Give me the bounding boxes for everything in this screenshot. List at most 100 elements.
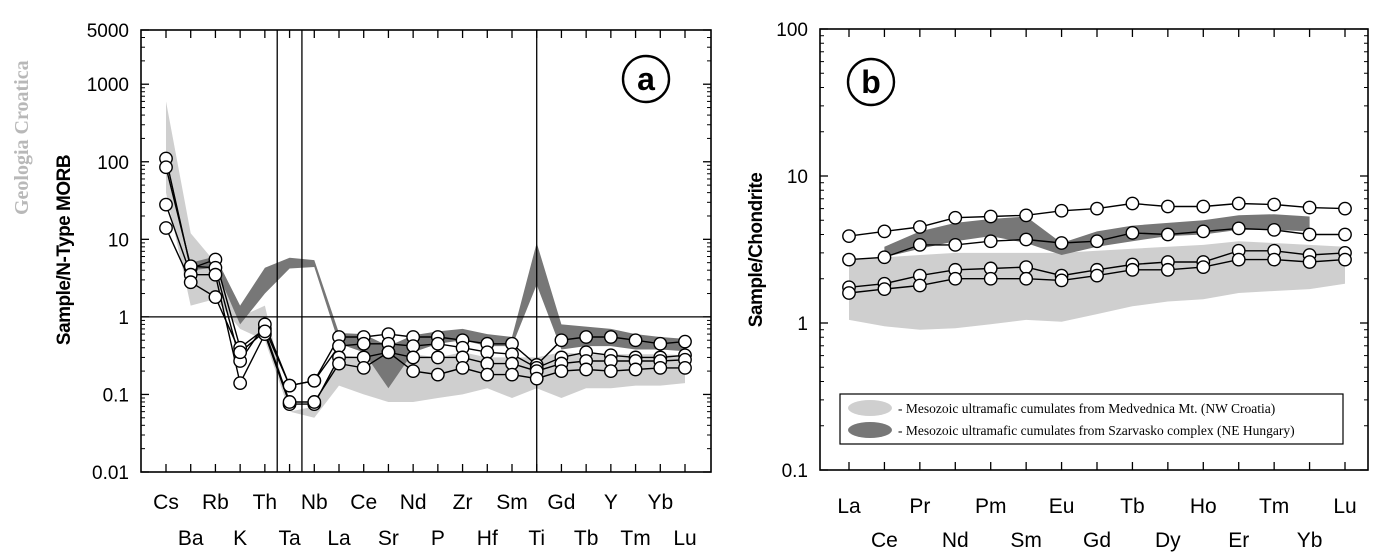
data-point — [257, 324, 272, 339]
x-tick-label: K — [233, 527, 247, 550]
chart-a-spider-diagram: 0.01 0.1 1 10 100 1000 5000 Cs Rb Th Nb Ce Nd Zr Sm Gd Y… — [54, 21, 712, 550]
x-tick-label: Pm — [975, 495, 1007, 518]
x-tick-label: Th — [253, 491, 278, 514]
data-point — [183, 275, 198, 290]
data-point — [1019, 208, 1034, 223]
x-tick-label: Nb — [301, 491, 328, 514]
series-line-3 — [165, 204, 686, 405]
data-point — [1019, 260, 1034, 275]
x-tick-label: Tm — [620, 527, 650, 550]
data-point — [430, 336, 445, 351]
x-tick-label: Ce — [350, 491, 377, 514]
data-point — [480, 367, 495, 382]
data-point — [159, 221, 173, 235]
y-tick-label: 1 — [797, 314, 808, 335]
data-point — [579, 330, 594, 344]
x-tick-label: Er — [1228, 529, 1249, 552]
data-point — [208, 290, 223, 304]
data-point — [282, 395, 297, 409]
legend-swatch — [848, 422, 892, 438]
data-point — [1019, 271, 1034, 286]
y-tick-label: 5000 — [87, 21, 129, 42]
x-tick-label: Zr — [453, 491, 473, 514]
y-axis-label: Sample/Chondrite — [746, 173, 767, 328]
x-tick-label: Rb — [202, 491, 229, 514]
x-tick-label: Sm — [496, 491, 528, 514]
data-point — [406, 339, 421, 354]
data-point — [282, 378, 297, 393]
data-point — [1231, 221, 1246, 236]
x-tick-label: Yb — [647, 491, 673, 514]
y-tick-label: 0.1 — [782, 461, 808, 482]
data-point — [912, 237, 927, 252]
series-line-1 — [165, 158, 686, 387]
x-tick-label: Nd — [942, 529, 969, 552]
x-tick-label: Eu — [1049, 495, 1075, 518]
data-point — [307, 395, 322, 409]
plot-frame — [140, 29, 712, 473]
x-tick-label: Ho — [1190, 495, 1217, 518]
x-tick-label: Ba — [178, 527, 204, 550]
panel-label-circle — [846, 57, 896, 107]
data-point — [1196, 199, 1211, 214]
x-tick-label: Gd — [547, 491, 575, 514]
x-tick-label: Tb — [574, 527, 599, 550]
data-point — [1125, 262, 1140, 277]
legend-box — [839, 393, 1344, 445]
x-tick-label: Lu — [1333, 495, 1356, 518]
data-point — [1338, 227, 1352, 242]
data-point — [678, 360, 692, 375]
data-point — [159, 197, 173, 212]
y-tick-label: 0.1 — [103, 385, 129, 406]
data-point — [233, 376, 248, 391]
x-tick-label: Y — [604, 491, 618, 514]
y-tick-label: 0.01 — [92, 463, 129, 484]
legend-swatch — [848, 400, 892, 416]
data-point — [912, 220, 927, 234]
data-point — [1090, 268, 1104, 283]
x-tick-label: Sm — [1010, 529, 1042, 552]
data-point — [1267, 252, 1282, 267]
data-point — [381, 345, 396, 360]
data-point — [480, 345, 495, 360]
data-point — [455, 360, 470, 375]
data-point — [948, 271, 963, 286]
x-tick-label: Ce — [871, 529, 898, 552]
data-point — [159, 160, 173, 175]
watermark: Geologia Croatica — [11, 60, 33, 215]
y-tick-label: 1000 — [87, 75, 129, 96]
data-point — [1054, 203, 1069, 218]
data-point — [877, 224, 892, 239]
data-point — [1267, 222, 1282, 237]
data-point — [1054, 236, 1069, 250]
data-point — [307, 373, 322, 388]
x-tick-label: Gd — [1083, 529, 1111, 552]
data-point — [356, 360, 371, 375]
data-point — [842, 252, 856, 267]
series-line-4 — [165, 227, 685, 403]
legend-entry-label: - Mesozoic ultramafic cumulates from Sza… — [898, 423, 1295, 438]
data-point — [628, 333, 643, 348]
data-point — [877, 282, 892, 297]
data-point — [877, 250, 892, 265]
data-point — [1125, 226, 1140, 240]
data-point — [430, 367, 445, 382]
x-tick-label: Yb — [1297, 529, 1323, 552]
x-tick-label: Hf — [477, 527, 498, 550]
data-point — [1196, 224, 1211, 239]
data-point — [233, 345, 248, 360]
data-point — [653, 336, 668, 351]
panel-label: a — [637, 61, 655, 97]
data-point — [1090, 201, 1104, 216]
data-point — [356, 336, 371, 351]
data-point — [406, 350, 421, 365]
data-point — [678, 334, 692, 349]
data-point — [1302, 227, 1317, 242]
panel-label: b — [861, 64, 881, 100]
y-axis-label: Sample/N-Type MORB — [54, 155, 75, 345]
data-point — [653, 360, 668, 375]
data-point — [406, 364, 421, 378]
data-point — [332, 339, 346, 354]
data-point — [1160, 199, 1175, 214]
